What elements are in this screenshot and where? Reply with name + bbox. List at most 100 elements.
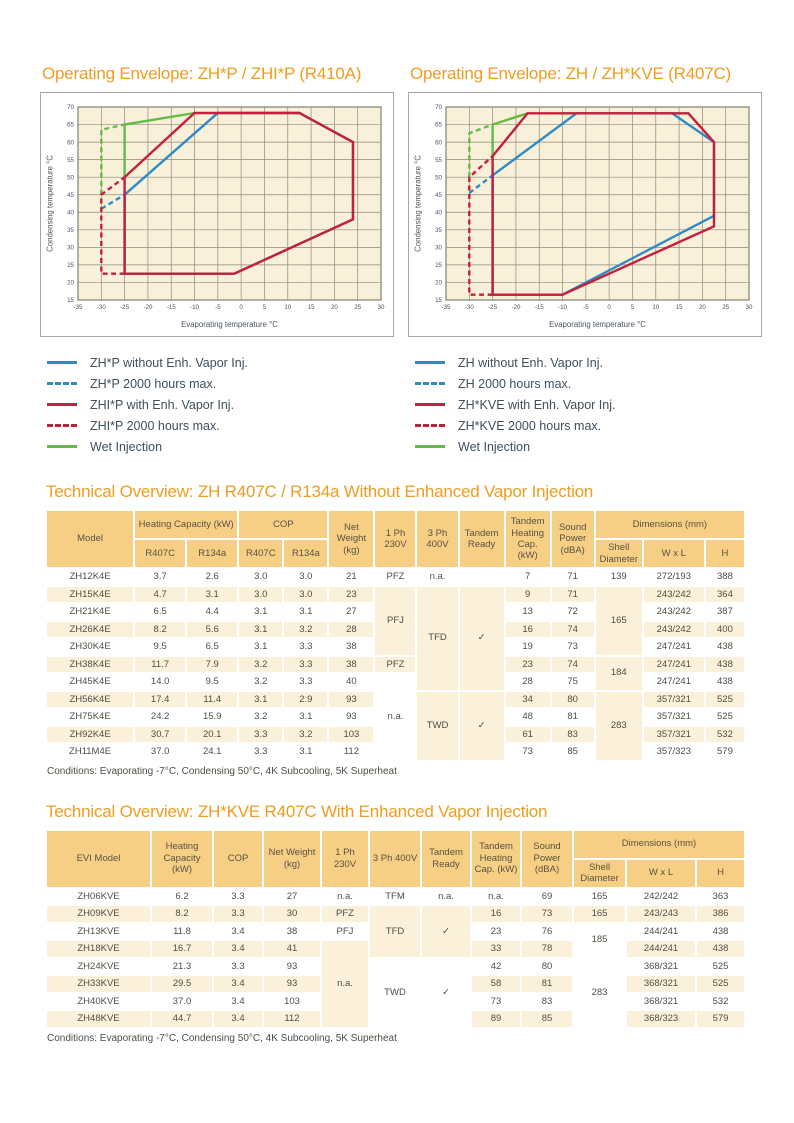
- table-cell: 9.5: [186, 673, 239, 691]
- table-cell: n.a.: [321, 887, 369, 905]
- table-cell: 532: [704, 725, 745, 743]
- table-cell: ZH11M4E: [46, 743, 135, 761]
- table-cell: 3.1: [186, 585, 239, 603]
- charts-row: Operating Envelope: ZH*P / ZHI*P (R410A)…: [0, 0, 794, 457]
- table-cell: 74: [550, 620, 595, 638]
- series-zh-2000-hours-max: [468, 174, 494, 194]
- series-zhp-2000-hours-max: [100, 193, 126, 210]
- table-cell: 34: [504, 690, 551, 708]
- table-cell: 3.3: [283, 638, 329, 656]
- y-axis-title: Condensing temperature °C: [46, 155, 55, 252]
- x-tick-labels: -35 -30 -25 -20 -15 -10 -5 0 5 10 15 20 25 30: [442, 304, 753, 311]
- table-cell: 3.1: [238, 620, 284, 638]
- plot-border: [445, 106, 750, 301]
- table-cell: 3.0: [238, 568, 284, 586]
- legend-swatch-blue-dashed: [415, 382, 445, 385]
- table-cell: 3.0: [283, 585, 329, 603]
- legend-label: ZH 2000 hours max.: [458, 376, 572, 391]
- legend-label: Wet Injection: [458, 439, 531, 454]
- table-cell: 3.2: [238, 708, 284, 726]
- table-cell: 184: [594, 655, 643, 691]
- svg-text:25: 25: [435, 262, 442, 269]
- table-cell: 8.2: [134, 620, 187, 638]
- header-cell: Net Weight (kg): [263, 829, 321, 888]
- table-cell: 3.3: [283, 673, 329, 691]
- table-cell: 272/193: [642, 568, 705, 586]
- table-cell: 13: [504, 603, 551, 621]
- table-cell: 3.3: [213, 905, 263, 923]
- table-cell: ZH38K4E: [46, 655, 135, 673]
- table-cell: 21: [328, 568, 375, 586]
- table-cell: 73: [550, 638, 595, 656]
- legend-swatch-red-solid: [415, 403, 445, 406]
- header-cell: 1 Ph 230V: [321, 829, 369, 888]
- table-cell: 357/321: [642, 690, 705, 708]
- table-cell: 139: [594, 568, 643, 586]
- header-cell: EVI Model: [46, 829, 151, 888]
- table-cell: 16: [471, 905, 521, 923]
- svg-text:60: 60: [67, 139, 74, 146]
- legend-item: ZH*P without Enh. Vapor Inj.: [47, 352, 395, 373]
- table-cell: 16: [504, 620, 551, 638]
- svg-text:40: 40: [67, 209, 74, 216]
- table-row: ZH33KVE 29.5 3.4 93 58 81 368/321 525: [46, 975, 745, 993]
- table-row: ZH09KVE 8.2 3.3 30 PFZ TFD ✓ 16 73 165 243/243 386: [46, 905, 745, 958]
- table-cell: 23: [504, 655, 551, 673]
- legend-item: ZH 2000 hours max.: [415, 373, 763, 394]
- svg-text:25: 25: [722, 304, 729, 311]
- svg-text:-25: -25: [488, 304, 498, 311]
- svg-text:15: 15: [435, 297, 442, 304]
- table-cell: 21.3: [151, 957, 213, 975]
- header-cell: COP: [213, 829, 263, 888]
- svg-text:50: 50: [435, 174, 442, 181]
- header-cell: Sound Power (dBA): [550, 510, 595, 568]
- legend-item: ZH without Enh. Vapor Inj.: [415, 352, 763, 373]
- table-cell: 3.2: [283, 725, 329, 743]
- header-cell: COP: [238, 510, 329, 539]
- table-cell: 438: [704, 673, 745, 691]
- table-cell: 23: [328, 585, 375, 603]
- table-cell: 73: [521, 905, 573, 923]
- table-cell: 19: [504, 638, 551, 656]
- table-cell: 30: [263, 905, 321, 923]
- table-row: ZH45K4E 14.0 9.5 3.2 3.3 40 n.a. 28 75 247/241 438: [46, 673, 745, 761]
- svg-text:55: 55: [435, 157, 442, 164]
- table-cell: 7: [504, 568, 551, 586]
- table-cell: PFJ: [374, 585, 417, 656]
- table-cell: ZH24KVE: [46, 957, 151, 975]
- plot-border: [77, 106, 382, 301]
- table-title-with-evi: Technical Overview: ZH*KVE R407C With En…: [46, 801, 548, 821]
- table-cell: 243/242: [642, 585, 705, 603]
- table-cell: ZH15K4E: [46, 585, 135, 603]
- table-cell: 3.2: [238, 673, 284, 691]
- table-section-with-evi: Technical Overview: ZH*KVE R407C With En…: [0, 802, 794, 1044]
- table-cell: 3.4: [213, 1010, 263, 1028]
- legend-label: ZH*P 2000 hours max.: [90, 376, 217, 391]
- table-row: ZH48KVE 44.7 3.4 112 89 85 368/323 579: [46, 1010, 745, 1028]
- table-cell: 23: [471, 922, 521, 940]
- svg-text:30: 30: [378, 304, 385, 311]
- table-cell: 38: [328, 638, 375, 656]
- table-cell: 38: [263, 922, 321, 940]
- header-cell: W x L: [642, 539, 705, 568]
- svg-text:-30: -30: [465, 304, 475, 311]
- table-cell: 71: [550, 585, 595, 603]
- table-cell: 73: [504, 743, 551, 761]
- legend-swatch-blue-solid: [415, 361, 445, 364]
- table-cell: 38: [328, 655, 375, 673]
- table-row: ZH18KVE 16.7 3.4 41 n.a. 33 78 244/241 438: [46, 940, 745, 1028]
- table-cell: ZH09KVE: [46, 905, 151, 923]
- header-cell: Sound Power (dBA): [521, 829, 573, 888]
- table-cell: ZH12K4E: [46, 568, 135, 586]
- chart-box-r410a: -35 -30 -25 -20 -15 -10 -5 0 5 10 15 20 25 30 15 20 25 30…: [40, 92, 394, 337]
- table-cell: 283: [594, 690, 643, 761]
- table-cell: TFM: [369, 887, 421, 905]
- table-row: ZH92K4E 30.7 20.1 3.3 3.2 103 61 83 357/321 532: [46, 725, 745, 743]
- table-cell: ZH06KVE: [46, 887, 151, 905]
- table-cell: 29.5: [151, 975, 213, 993]
- table-cell: 61: [504, 725, 551, 743]
- legend-item: ZH*P 2000 hours max.: [47, 373, 395, 394]
- svg-text:50: 50: [67, 174, 74, 181]
